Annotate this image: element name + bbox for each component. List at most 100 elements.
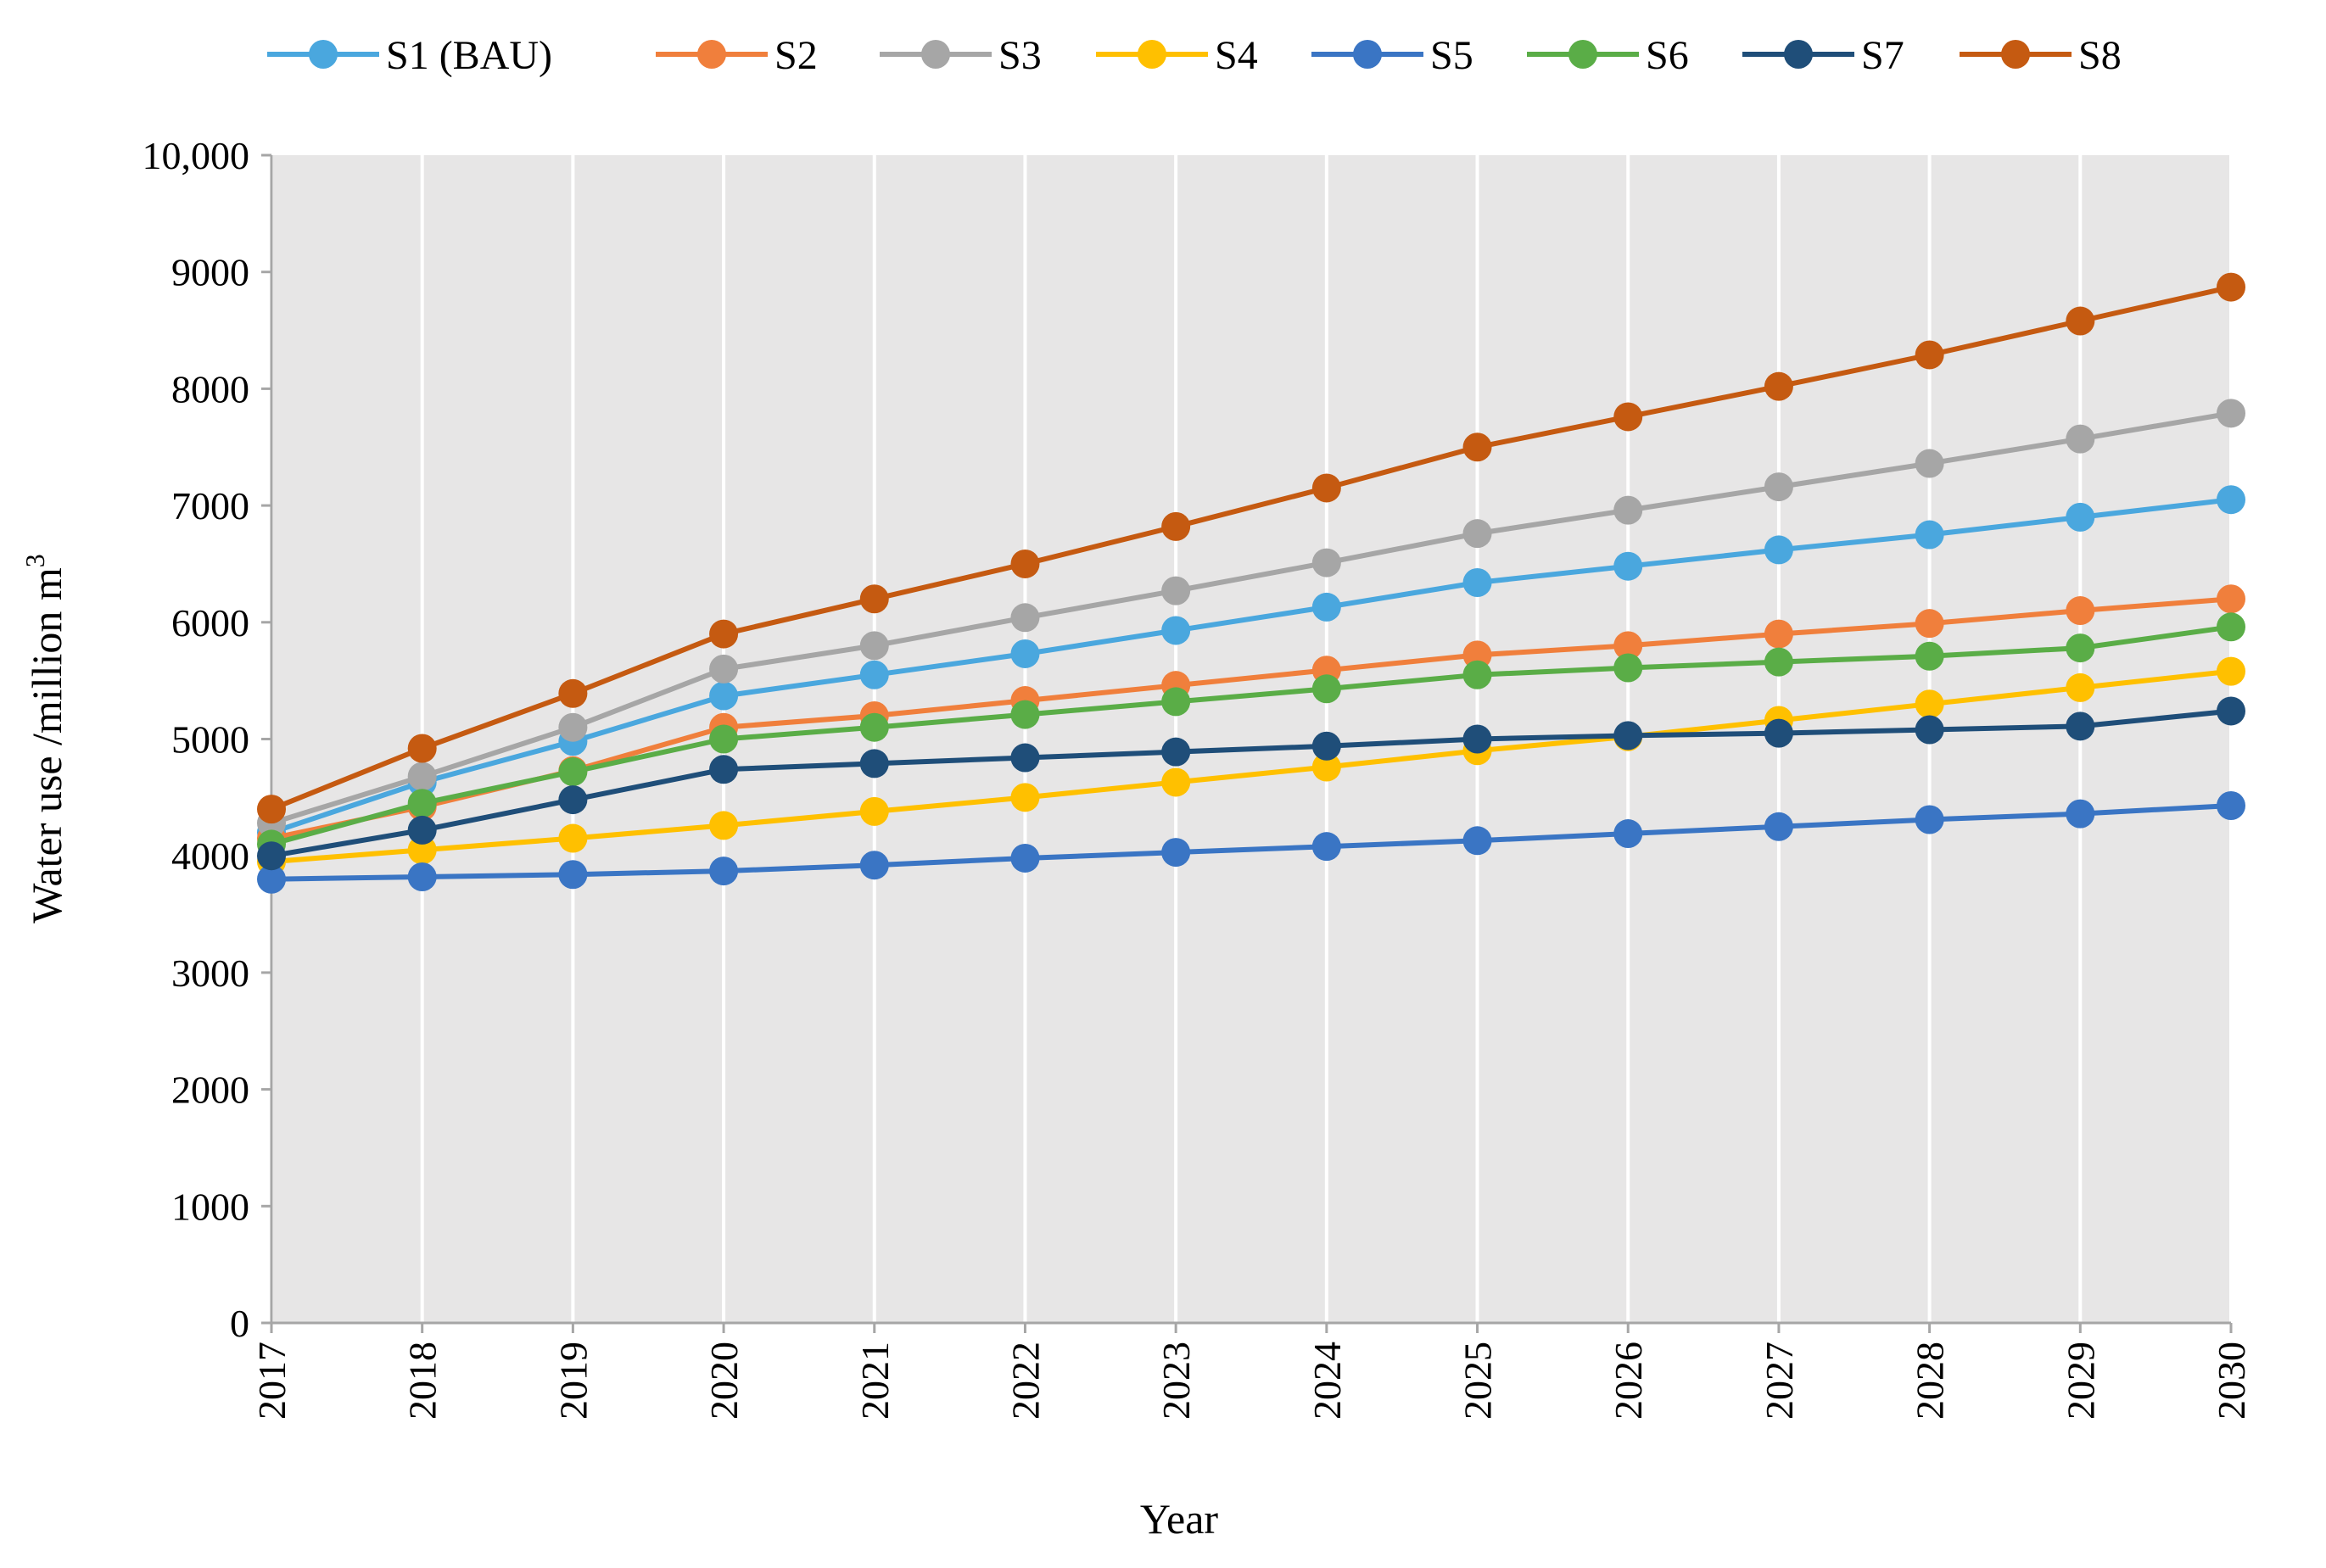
data-point [407, 835, 437, 865]
data-point [709, 755, 739, 784]
series-4 [257, 656, 2245, 877]
data-point [1161, 687, 1191, 717]
legend-item-8: S8 [1960, 33, 2122, 78]
data-point [859, 584, 889, 614]
data-point [1161, 511, 1191, 541]
y-tick-label: 9000 [171, 251, 249, 294]
data-point [709, 681, 739, 711]
data-point [859, 851, 889, 880]
data-point [1915, 805, 1944, 834]
data-point [2066, 633, 2095, 663]
data-point [1764, 718, 1793, 748]
data-point [558, 823, 588, 853]
series-line [269, 708, 2234, 859]
data-point [2217, 790, 2245, 820]
data-point [407, 734, 437, 763]
y-tick-label: 2000 [171, 1069, 249, 1112]
data-point [1764, 619, 1793, 649]
x-tick-label: 2019 [551, 1342, 595, 1420]
data-point [709, 857, 739, 886]
y-axis-title-superscript: 3 [20, 554, 50, 567]
data-point [558, 678, 588, 708]
legend-item-4: S4 [1096, 33, 1258, 78]
series-3 [257, 399, 2245, 838]
y-axis-title: Water use /million m3 [20, 554, 70, 924]
data-point [1764, 647, 1793, 677]
data-point [709, 654, 739, 684]
data-point [1915, 641, 1944, 671]
series-6 [257, 612, 2245, 859]
data-point [1764, 371, 1793, 401]
data-point [1311, 832, 1341, 862]
data-point [1462, 660, 1492, 689]
data-point [1915, 520, 1944, 550]
data-point [1613, 631, 1643, 661]
data-point [1311, 752, 1341, 782]
data-point [1311, 592, 1341, 622]
data-point [709, 811, 739, 840]
data-point [1915, 609, 1944, 639]
data-point [558, 757, 588, 787]
data-point [558, 785, 588, 815]
data-point [859, 712, 889, 742]
data-point [1764, 535, 1793, 565]
x-tick-label: 2024 [1306, 1342, 1349, 1420]
legend-item-5: S5 [1311, 33, 1473, 78]
legend-label: S1 (BAU) [386, 33, 552, 78]
data-point [1915, 449, 1944, 478]
data-point [558, 860, 588, 890]
x-tick-label: 2028 [1909, 1342, 1952, 1420]
data-point [1915, 689, 1944, 719]
legend-marker [2001, 40, 2030, 69]
data-point [2066, 502, 2095, 532]
data-point [257, 841, 286, 871]
legend-marker [697, 40, 726, 69]
legend-label: S6 [1646, 33, 1689, 78]
data-point [1161, 767, 1191, 797]
data-point [859, 749, 889, 778]
y-tick-label: 4000 [171, 834, 249, 878]
data-point [2217, 399, 2245, 428]
data-point [2217, 485, 2245, 515]
data-point [1311, 731, 1341, 761]
series-7 [257, 696, 2245, 871]
data-point [859, 631, 889, 661]
data-point [2066, 424, 2095, 454]
y-tick-label: 7000 [171, 484, 249, 527]
data-point [407, 789, 437, 818]
legend-marker [1784, 40, 1813, 69]
data-point [2217, 272, 2245, 302]
data-point [257, 795, 286, 824]
data-point [1010, 603, 1040, 633]
legend-item-1: S1 (BAU) [267, 33, 552, 78]
legend-marker [921, 40, 950, 69]
series-8 [257, 272, 2245, 824]
x-tick-label: 2030 [2210, 1342, 2253, 1420]
data-point [2066, 711, 2095, 741]
series-line [269, 803, 2234, 882]
legend-label: S4 [1215, 33, 1258, 78]
y-tick-label: 0 [230, 1302, 249, 1345]
legend-item-7: S7 [1742, 33, 1904, 78]
legend-label: S2 [774, 33, 818, 78]
series-line [269, 284, 2234, 812]
x-tick-label: 2025 [1457, 1342, 1500, 1420]
series-lines [257, 272, 2245, 894]
series-line [269, 497, 2234, 835]
data-point [1010, 549, 1040, 578]
data-point [1161, 737, 1191, 767]
legend-item-6: S6 [1527, 33, 1689, 78]
data-point [1010, 700, 1040, 729]
data-point [1010, 743, 1040, 773]
x-tick-label: 2022 [1004, 1342, 1047, 1420]
data-point [407, 762, 437, 791]
data-point [859, 660, 889, 689]
data-point [1311, 674, 1341, 704]
y-tick-label: 10,000 [143, 134, 250, 177]
data-point [407, 815, 437, 845]
y-tick-label: 1000 [171, 1185, 249, 1228]
x-tick-label: 2018 [401, 1342, 445, 1420]
x-axis-title: Year [1140, 1495, 1218, 1543]
